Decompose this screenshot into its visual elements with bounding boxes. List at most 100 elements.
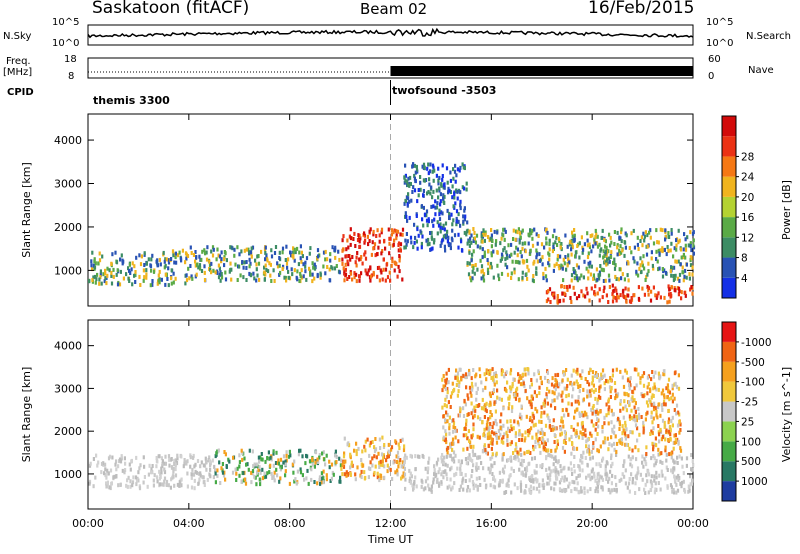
- power-echo-cell: [404, 211, 407, 216]
- velocity-echo-cell: [652, 447, 655, 452]
- velocity-echo-cell: [163, 461, 166, 466]
- power-echo-cell: [667, 284, 670, 289]
- velocity-echo-cell: [489, 441, 492, 446]
- power-echo-cell: [405, 242, 408, 247]
- velocity-echo-cell: [473, 405, 476, 410]
- power-echo-cell: [174, 276, 177, 281]
- power-echo-cell: [667, 231, 670, 235]
- velocity-echo-cell: [639, 380, 642, 385]
- power-echo-cell: [564, 255, 567, 259]
- velocity-echo-cell: [325, 453, 328, 458]
- velocity-echo-cell: [465, 461, 468, 466]
- velocity-ytick-label: 3000: [54, 382, 82, 395]
- power-echo-cell: [198, 263, 202, 268]
- power-echo-cell: [313, 266, 317, 271]
- velocity-echo-cell: [541, 463, 544, 467]
- velocity-echo-cell: [221, 470, 225, 475]
- power-echo-cell: [613, 261, 616, 266]
- power-echo-cell: [220, 259, 223, 264]
- velocity-echo-cell: [521, 372, 525, 377]
- velocity-echo-cell: [498, 470, 501, 475]
- velocity-echo-cell: [542, 485, 545, 490]
- velocity-echo-cell: [468, 478, 471, 483]
- power-echo-cell: [594, 235, 597, 240]
- velocity-echo-cell: [397, 464, 400, 469]
- velocity-echo-cell: [193, 478, 196, 483]
- velocity-echo-cell: [501, 369, 504, 374]
- velocity-echo-cell: [205, 460, 208, 465]
- velocity-echo-cell: [284, 473, 287, 478]
- velocity-echo-cell: [546, 401, 549, 406]
- power-echo-cell: [610, 250, 613, 255]
- power-echo-cell: [513, 270, 516, 275]
- velocity-echo-cell: [548, 466, 551, 471]
- power-echo-cell: [578, 294, 581, 299]
- power-echo-cell: [613, 257, 616, 262]
- power-echo-cell: [618, 235, 621, 240]
- velocity-echo-cell: [208, 455, 211, 460]
- velocity-echo-cell: [485, 450, 488, 455]
- velocity-echo-cell: [489, 410, 492, 414]
- power-echo-cell: [442, 234, 445, 239]
- velocity-echo-cell: [464, 372, 468, 377]
- power-echo-cell: [563, 291, 566, 296]
- velocity-echo-cell: [313, 480, 316, 484]
- velocity-echo-cell: [492, 475, 495, 480]
- velocity-echo-cell: [553, 440, 556, 444]
- velocity-echo-cell: [580, 460, 583, 465]
- power-echo-cell: [674, 273, 677, 278]
- power-echo-cell: [437, 181, 440, 186]
- power-echo-cell: [412, 245, 415, 250]
- velocity-echo-cell: [524, 436, 527, 441]
- power-echo-cell: [618, 252, 621, 256]
- power-echo-cell: [471, 264, 474, 268]
- power-echo-cell: [233, 253, 236, 258]
- power-echo-cell: [298, 250, 301, 255]
- power-echo-cell: [605, 253, 608, 258]
- velocity-echo-cell: [590, 433, 593, 438]
- velocity-echo-cell: [594, 427, 597, 432]
- velocity-echo-cell: [641, 460, 644, 465]
- power-colorbar-swatch: [722, 136, 736, 157]
- velocity-echo-cell: [299, 448, 302, 453]
- velocity-echo-cell: [588, 382, 591, 387]
- velocity-echo-cell: [328, 465, 331, 470]
- velocity-echo-cell: [637, 372, 640, 377]
- velocity-echo-cell: [614, 434, 617, 439]
- power-echo-cell: [399, 242, 403, 247]
- velocity-echo-cell: [619, 440, 622, 445]
- power-echo-cell: [548, 252, 551, 257]
- velocity-echo-cell: [653, 463, 656, 468]
- power-echo-cell: [625, 299, 628, 304]
- power-echo-cell: [535, 266, 538, 271]
- velocity-echo-cell: [394, 439, 397, 444]
- velocity-echo-cell: [509, 389, 512, 394]
- noise-right-tick-bottom: 10^0: [706, 38, 734, 49]
- velocity-echo-cell: [176, 456, 179, 461]
- power-echo-cell: [532, 261, 535, 266]
- velocity-echo-cell: [556, 395, 559, 400]
- velocity-echo-cell: [476, 455, 479, 460]
- velocity-echo-cell: [459, 472, 462, 476]
- power-echo-cell: [403, 245, 406, 250]
- velocity-echo-cell: [690, 453, 693, 457]
- velocity-echo-cell: [646, 375, 649, 380]
- velocity-echo-cell: [638, 432, 641, 437]
- power-echo-cell: [90, 263, 93, 268]
- power-echo-cell: [287, 257, 290, 262]
- velocity-echo-cell: [430, 488, 433, 493]
- velocity-echo-cell: [634, 481, 637, 486]
- power-echo-cell: [242, 265, 245, 270]
- velocity-echo-cell: [491, 455, 494, 460]
- velocity-echo-cell: [613, 441, 616, 446]
- power-echo-cell: [285, 244, 288, 249]
- power-echo-cell: [406, 239, 409, 244]
- velocity-echo-cell: [272, 474, 275, 479]
- velocity-echo-cell: [186, 471, 189, 476]
- power-echo-cell: [531, 278, 534, 283]
- velocity-echo-cell: [334, 453, 337, 458]
- velocity-echo-cell: [412, 487, 415, 492]
- velocity-echo-cell: [448, 426, 451, 431]
- power-echo-cell: [605, 245, 608, 250]
- velocity-echo-cell: [343, 472, 346, 477]
